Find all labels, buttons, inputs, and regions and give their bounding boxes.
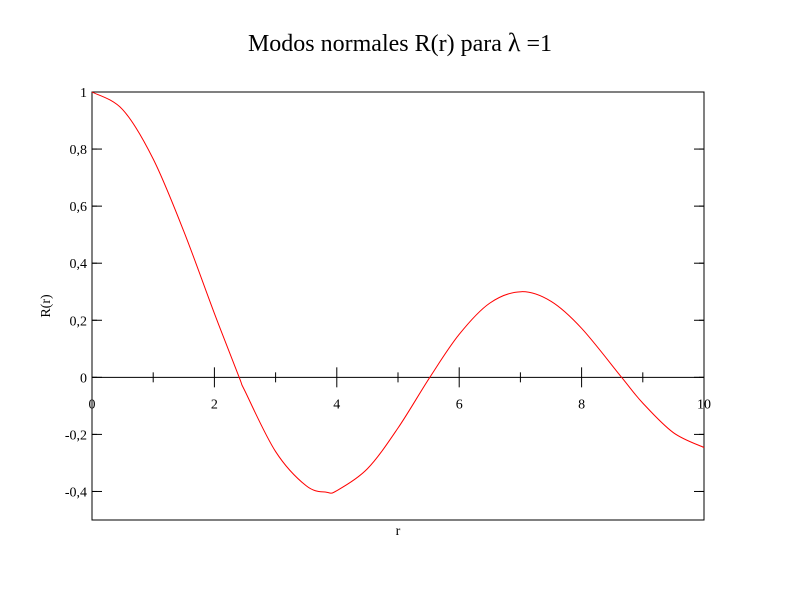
chart-title: Modos normales R(r) para λ =1 bbox=[248, 28, 552, 57]
y-tick-label: 0 bbox=[80, 371, 87, 386]
x-tick-label: 10 bbox=[697, 397, 711, 412]
x-axis-label: r bbox=[396, 524, 401, 539]
x-axis-ticks: 0 2 4 6 8 10 bbox=[89, 367, 711, 412]
y-axis-label: R(r) bbox=[39, 294, 54, 318]
y-tick-label: -0,2 bbox=[65, 428, 87, 443]
y-tick-label: -0,4 bbox=[65, 485, 87, 500]
series-line-R bbox=[91, 91, 705, 494]
x-tick-label: 2 bbox=[211, 397, 218, 412]
x-tick-label: 8 bbox=[578, 397, 585, 412]
x-tick-label: 0 bbox=[89, 397, 96, 412]
y-tick-label: 0,2 bbox=[70, 314, 88, 329]
y-axis-ticks: -0,4 -0,2 0 0,2 0,4 0,6 0,8 1 bbox=[65, 86, 704, 500]
plot-frame bbox=[91, 91, 705, 521]
y-tick-label: 0,8 bbox=[70, 143, 88, 158]
x-tick-label: 6 bbox=[456, 397, 463, 412]
y-tick-label: 0,6 bbox=[70, 200, 88, 215]
y-tick-label: 1 bbox=[80, 86, 87, 101]
y-tick-label: 0,4 bbox=[70, 257, 88, 272]
x-tick-label: 4 bbox=[333, 397, 340, 412]
